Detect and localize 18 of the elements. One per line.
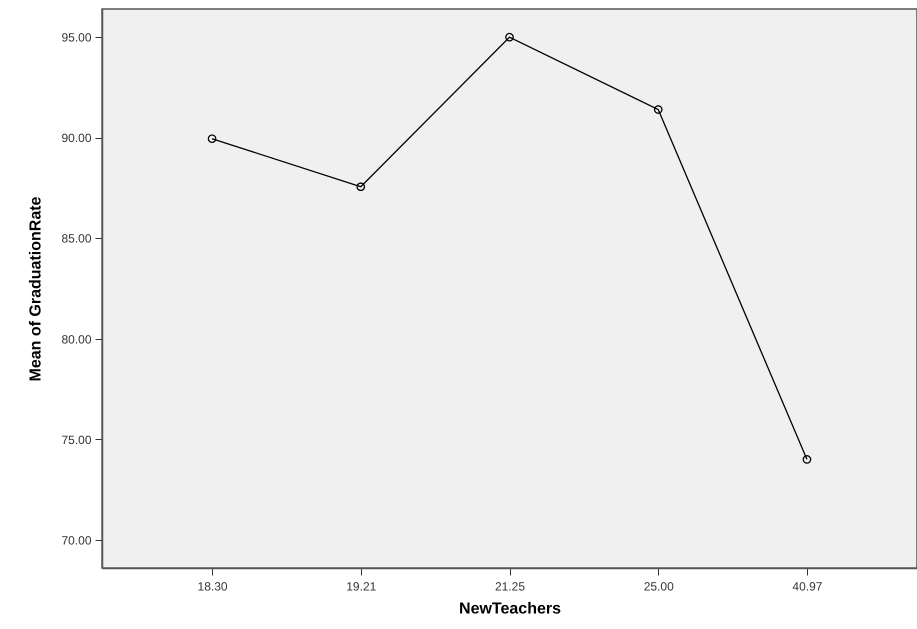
point: [802, 455, 812, 464]
x-axis-title: NewTeachers: [459, 600, 562, 618]
y-tick-label: 70.00: [61, 533, 92, 548]
y-tick-label: 85.00: [61, 232, 92, 246]
y-tick-label: 80.00: [61, 332, 92, 346]
x-tick-label: 40.97: [792, 580, 823, 594]
point: [208, 134, 216, 144]
point: [654, 105, 663, 114]
y-tick-label: 75.00: [61, 432, 92, 447]
x-tick-label: 18.30: [198, 580, 228, 594]
point: [356, 182, 366, 192]
y-axis-title: Mean of GraduationRate: [27, 196, 44, 382]
y-tick-label: 90.00: [61, 131, 92, 146]
x-tick-label: 25.00: [644, 580, 674, 594]
point: [505, 32, 514, 42]
x-tick-label: 21.25: [494, 580, 526, 594]
y-tick-label: 95.00: [61, 30, 92, 45]
x-tick-label: 19.21: [346, 580, 377, 594]
